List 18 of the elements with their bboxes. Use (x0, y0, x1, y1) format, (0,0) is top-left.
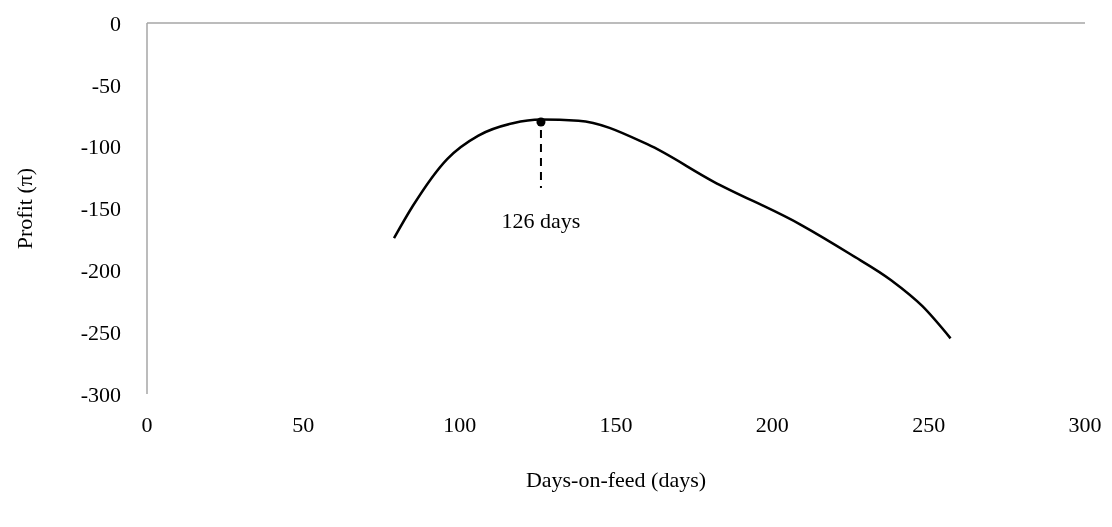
x-axis-title: Days-on-feed (days) (525, 467, 707, 492)
y-tick-label: 0 (110, 10, 121, 36)
x-tick-label: 250 (912, 411, 946, 437)
y-tick-label: -300 (80, 381, 121, 407)
x-tick-label: 200 (755, 411, 789, 437)
y-tick-label: -50 (91, 72, 121, 98)
x-tick-label: 300 (1068, 411, 1102, 437)
x-tick-label: 100 (443, 411, 477, 437)
y-tick-label: -250 (80, 319, 121, 345)
x-tick-label: 0 (141, 411, 153, 437)
y-axis-title: Profit (π) (12, 167, 37, 250)
line-series (392, 118, 952, 340)
y-tick-label: -100 (80, 134, 121, 160)
y-tick-label: -200 (80, 258, 121, 284)
annotation: 126 days (501, 207, 581, 233)
x-tick-label: 150 (599, 411, 633, 437)
x-tick-label: 50 (292, 411, 315, 437)
y-tick-label: -150 (80, 196, 121, 222)
